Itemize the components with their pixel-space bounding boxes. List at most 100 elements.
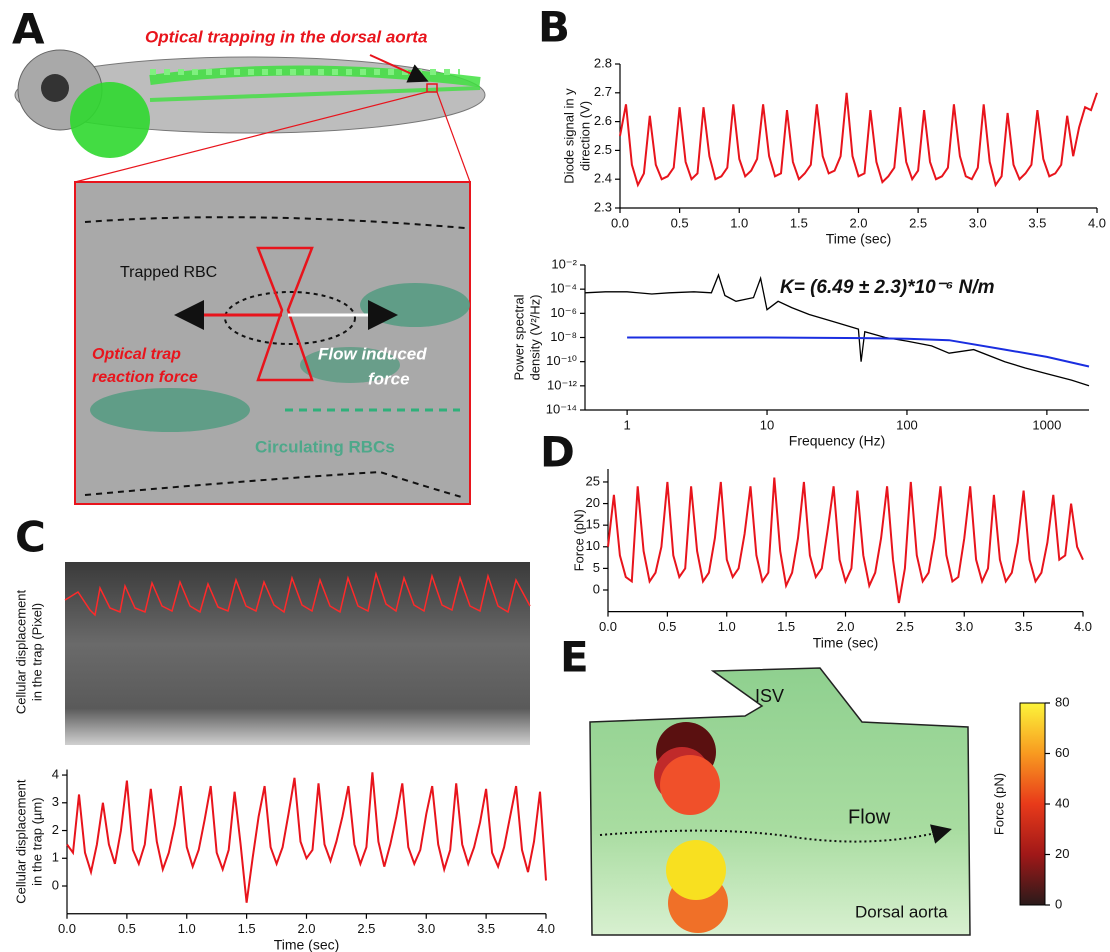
axis-label: Force (pN) [991, 773, 1006, 835]
panel-letter: D [540, 428, 575, 477]
fish-drawing [14, 49, 486, 505]
y-tick-label: 2.4 [594, 171, 612, 186]
annotation: Flow [848, 806, 891, 828]
y-tick-label: 10⁻⁴ [550, 281, 577, 296]
x-tick-label: 1.5 [238, 921, 256, 936]
x-tick-label: 1.0 [718, 619, 736, 634]
y-tick-label: 0 [52, 877, 59, 892]
series-line [66, 772, 547, 903]
axis-label: Power spectral [511, 294, 526, 380]
x-tick-label: 2.0 [297, 921, 315, 936]
series-line [619, 92, 1098, 188]
annotation: K= (6.49 ± 2.3)*10⁻⁶ N/m [780, 277, 995, 298]
y-tick-label: 2.8 [594, 55, 612, 70]
axis-label: in the trap (µm) [29, 797, 44, 885]
panel-letter: E [560, 633, 589, 682]
x-tick-label: 1.5 [777, 619, 795, 634]
x-tick-label: 3.5 [1015, 619, 1033, 634]
x-tick-label: 1.0 [730, 215, 748, 230]
x-tick-label: 2.0 [836, 619, 854, 634]
x-tick-label: 1000 [1032, 417, 1061, 432]
x-tick-label: 4.0 [537, 921, 555, 936]
annotation: Flow induced [318, 344, 427, 363]
x-tick-label: 4.0 [1074, 619, 1092, 634]
y-tick-label: 2.7 [594, 84, 612, 99]
x-tick-label: 3.0 [417, 921, 435, 936]
panel-letter: B [538, 3, 570, 52]
axis-label: Cellular displacement [13, 589, 28, 714]
axis-label: Cellular displacement [13, 779, 28, 904]
annotation: Circulating RBCs [255, 437, 395, 456]
axis-label: direction (V) [577, 101, 592, 171]
y-tick-label: 3 [52, 794, 59, 809]
x-tick-label: 4.0 [1088, 215, 1106, 230]
annotation: Optical trap [92, 346, 181, 363]
y-tick-label: 20 [586, 495, 600, 510]
y-tick-label: 15 [586, 517, 600, 532]
x-tick-label: 100 [896, 417, 918, 432]
kymograph [64, 562, 531, 745]
x-tick-label: 1 [624, 417, 631, 432]
y-tick-label: 5 [593, 560, 600, 575]
y-tick-label: 20 [1055, 846, 1069, 861]
x-tick-label: 0.0 [599, 619, 617, 634]
y-tick-label: 2.3 [594, 199, 612, 214]
x-tick-label: 3.0 [969, 215, 987, 230]
x-tick-label: 3.5 [1028, 215, 1046, 230]
annotation: Optical trapping in the dorsal aorta [145, 27, 427, 46]
axis-label: Force (pN) [571, 509, 586, 571]
y-tick-label: 80 [1055, 694, 1069, 709]
y-tick-label: 10⁻¹⁰ [546, 353, 577, 368]
axis-label: Time (sec) [813, 634, 879, 650]
series-line [627, 336, 1090, 368]
y-tick-label: 10⁻¹² [547, 377, 578, 392]
x-tick-label: 3.0 [955, 619, 973, 634]
x-tick-label: 0.5 [658, 619, 676, 634]
annotation: Dorsal aorta [855, 902, 948, 921]
vessel-drawing [589, 667, 971, 936]
annotation: force [368, 369, 410, 388]
x-tick-label: 1.0 [178, 921, 196, 936]
y-tick-label: 10⁻⁶ [550, 305, 577, 320]
y-tick-label: 0 [1055, 896, 1062, 911]
x-tick-label: 0.5 [118, 921, 136, 936]
annotation: ISV [755, 686, 784, 706]
axis-label: Frequency (Hz) [789, 433, 885, 449]
annotation: Trapped RBC [120, 264, 217, 281]
panel-letter: C [15, 513, 46, 562]
colorbar [1019, 702, 1046, 906]
y-tick-label: 0 [593, 581, 600, 596]
axis-label: Diode signal in y [561, 88, 576, 184]
x-tick-label: 2.5 [909, 215, 927, 230]
y-tick-label: 10⁻² [551, 256, 577, 271]
y-tick-label: 2.6 [594, 113, 612, 128]
y-tick-label: 40 [1055, 795, 1069, 810]
series-line [584, 273, 1090, 387]
y-tick-label: 10⁻¹⁴ [546, 401, 577, 416]
y-tick-label: 1 [52, 850, 59, 865]
series-line [607, 477, 1084, 604]
x-tick-label: 0.0 [58, 921, 76, 936]
y-tick-label: 2.5 [594, 142, 612, 157]
panel-letter: A [12, 5, 45, 54]
x-tick-label: 3.5 [477, 921, 495, 936]
x-tick-label: 10 [760, 417, 774, 432]
axis-label: in the trap (Pixel) [29, 603, 44, 701]
x-tick-label: 2.0 [849, 215, 867, 230]
y-tick-label: 25 [586, 473, 600, 488]
axis-label: density (V²/Hz) [527, 295, 542, 381]
x-tick-label: 2.5 [357, 921, 375, 936]
x-tick-label: 2.5 [896, 619, 914, 634]
y-tick-label: 60 [1055, 745, 1069, 760]
axis-label: Time (sec) [826, 231, 892, 247]
x-tick-label: 0.0 [611, 215, 629, 230]
annotation: reaction force [92, 369, 198, 386]
y-tick-label: 10 [586, 538, 600, 553]
y-tick-label: 4 [52, 766, 59, 781]
y-tick-label: 2 [52, 822, 59, 837]
axis-label: Time (sec) [274, 936, 340, 952]
y-tick-label: 10⁻⁸ [550, 329, 577, 344]
x-tick-label: 0.5 [671, 215, 689, 230]
x-tick-label: 1.5 [790, 215, 808, 230]
